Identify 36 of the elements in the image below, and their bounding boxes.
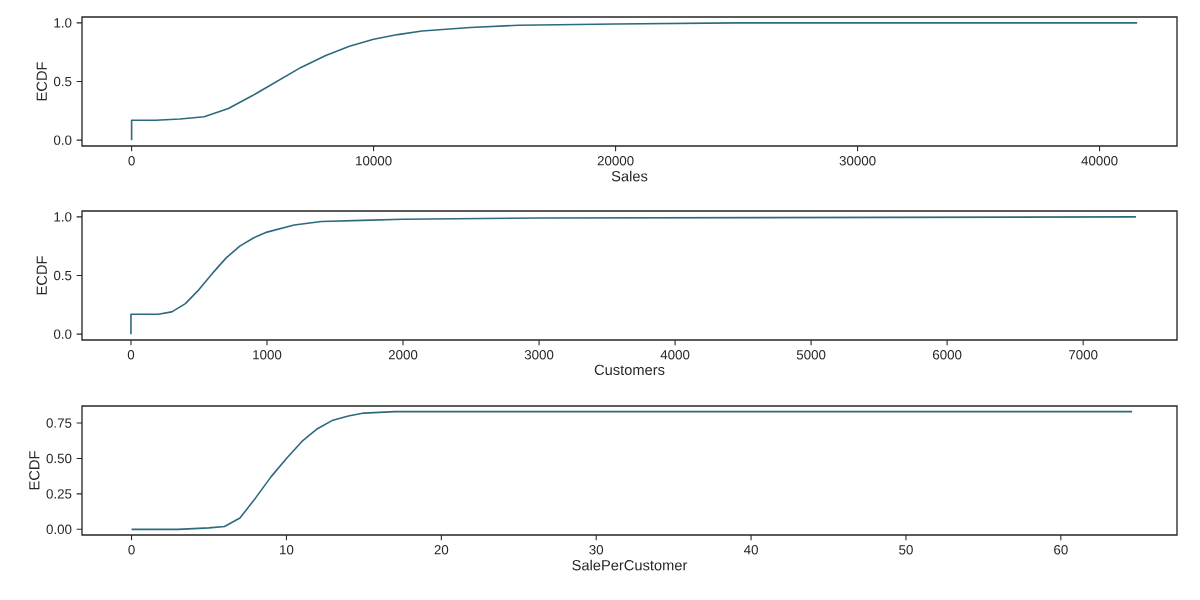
y-tick-label: 0.25 [46,489,72,499]
y-tick-label: 0.0 [53,135,72,145]
x-tick-label: 50 [899,545,913,555]
y-tick-label: 1.0 [54,18,72,28]
y-axis-title: ECDF [29,451,40,490]
x-tick-label: 10 [280,545,294,555]
x-tick-label: 40 [743,545,758,555]
x-tick-label: 0 [128,545,135,555]
y-tick-label: 0.50 [46,453,72,464]
x-tick-label: 5000 [796,350,826,360]
x-tick-label: 2000 [388,350,418,360]
y-tick-label: 0.75 [46,418,72,428]
x-tick-label: 60 [1054,545,1068,555]
x-tick-label: 3000 [524,350,554,360]
y-tick-label: 0.5 [53,76,72,87]
x-tick-label: 0 [127,350,135,360]
x-axis-title: Sales [611,170,648,182]
x-tick-label: 7000 [1069,350,1098,360]
y-axis-title: ECDF [36,62,47,101]
x-tick-label: 10000 [356,156,392,166]
y-axis-title: ECDF [36,256,47,295]
y-tick-label: 0.00 [46,524,72,535]
x-tick-label: 20000 [597,156,634,166]
x-tick-label: 0 [128,156,135,166]
y-tick-label: 1.0 [54,212,72,222]
x-tick-label: 1000 [253,350,282,360]
y-tick-label: 0.5 [53,270,72,281]
x-tick-label: 4000 [660,350,690,360]
x-tick-label: 30000 [839,156,876,166]
x-axis-title: SalePerCustomer [572,559,688,571]
x-tick-label: 20 [434,545,449,555]
x-axis-title: Customers [594,364,665,376]
x-tick-label: 40000 [1081,156,1118,166]
x-tick-label: 6000 [932,350,962,360]
x-tick-label: 30 [589,545,604,555]
y-tick-label: 0.0 [53,329,72,339]
